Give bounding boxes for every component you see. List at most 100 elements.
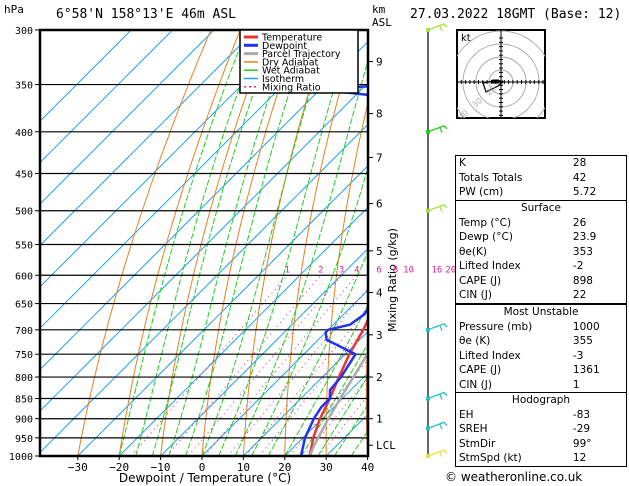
legend-label: Isotherm — [262, 74, 304, 85]
isotherm-line — [40, 30, 215, 205]
location-title: 6°58'N 158°13'E 46m ASL — [56, 7, 237, 22]
hodo-row: StmSpd (kt) 12 — [456, 451, 626, 466]
wet-adiabat-line — [151, 30, 277, 456]
wind-barb — [426, 203, 448, 213]
most-unstable-title: Most Unstable — [503, 306, 579, 318]
wind-barb-flag — [439, 451, 443, 458]
mu-row: θe (K) 355 — [456, 334, 626, 349]
pressure-tick-label: 550 — [15, 240, 33, 251]
pressure-tick-label: 1000 — [9, 452, 33, 463]
surface-row: CAPE (J) 898 — [456, 274, 626, 289]
mu-row: CAPE (J) 1361 — [456, 363, 626, 378]
indices-table: K 28 Totals Totals 42 PW (cm) 5.72 — [455, 155, 627, 201]
isotherm-line — [284, 372, 368, 456]
wind-barb-flag — [439, 394, 443, 400]
wind-barbs — [426, 23, 448, 458]
mu-row: CIN (J) 1 — [456, 378, 626, 393]
row-label: SREH — [459, 423, 488, 435]
surface-title: Surface — [520, 202, 561, 214]
dry-adiabat-line — [365, 324, 368, 456]
mu-row: Lifted Index -3 — [456, 349, 626, 364]
hodograph-trace — [482, 80, 505, 93]
wind-barb-flag — [439, 424, 443, 430]
km-unit-label: km — [372, 3, 386, 16]
legend-label: Dry Adiabat — [262, 57, 319, 68]
wind-barb — [426, 23, 448, 32]
row-value: 26 — [572, 216, 587, 229]
height-tick-label: 2 — [376, 371, 383, 384]
hodo-row: SREH -29 — [456, 422, 626, 437]
most-unstable-table: Most Unstable Pressure (mb) 1000 θe (K) 35… — [455, 304, 627, 393]
axes: 3003504004505005506006507007508008509009… — [9, 26, 399, 485]
wet-adiabat-line — [184, 30, 311, 456]
mixing-ratio-label: 16 — [431, 265, 442, 275]
row-label: CIN (J) — [459, 378, 492, 391]
legend-label: Mixing Ratio — [262, 82, 321, 93]
hodograph-ring-label: 40 — [457, 108, 471, 121]
index-label: K — [459, 157, 466, 169]
row-value: 1 — [572, 378, 580, 391]
dry-adiabat-line — [160, 30, 270, 456]
isotherm-line — [243, 330, 368, 456]
mixing-ratio-label: 2 — [318, 265, 323, 275]
isotherm-line — [40, 30, 298, 288]
wet-adiabat-line — [168, 30, 293, 456]
mixing-ratio-labels: 12346810162025 — [285, 265, 471, 275]
wind-barb-flag — [439, 325, 443, 332]
x-axis-label: Dewpoint / Temperature (°C) — [119, 471, 291, 485]
temperature-tick-label: −20 — [109, 461, 129, 474]
hodograph-storm-marker — [492, 79, 499, 84]
row-label: Temp (°C) — [459, 216, 512, 229]
isotherm-line — [40, 30, 256, 247]
wet-adiabat-line — [284, 303, 368, 456]
row-label: Lifted Index — [459, 260, 521, 272]
asl-unit-label: ASL — [372, 16, 392, 29]
legend-label: Wet Adiabat — [262, 66, 320, 77]
wind-barb-flag — [439, 25, 443, 32]
mixing-ratio-line — [188, 274, 342, 456]
wind-barb-shaft — [427, 125, 448, 133]
wind-barb-shaft — [427, 203, 448, 212]
index-label: Totals Totals — [459, 171, 523, 184]
row-value: 353 — [572, 245, 593, 258]
wind-barb — [426, 323, 448, 332]
pressure-lines — [40, 29, 368, 457]
mixing-ratio-label: 8 — [393, 265, 398, 275]
wind-barb-shaft — [427, 23, 448, 31]
temperature-tick-label: 0 — [199, 461, 206, 474]
mixing-ratio-label: 4 — [354, 265, 359, 275]
index-row-pw: PW (cm) 5.72 — [456, 185, 626, 200]
legend-label: Temperature — [261, 33, 322, 44]
wet-adiabat-line — [300, 342, 368, 456]
row-value: 22 — [572, 289, 587, 301]
height-tick-label: 3 — [376, 329, 383, 342]
pressure-unit-label: hPa — [4, 3, 24, 16]
mixing-ratio-label: 20 — [445, 265, 456, 275]
dry-adiabat-line — [201, 30, 300, 456]
copyright-footer[interactable]: © weatheronline.co.uk — [445, 470, 583, 484]
wind-barb — [426, 125, 448, 134]
surface-row: CIN (J) 22 — [456, 288, 626, 303]
mixing-ratio-label: 10 — [403, 265, 414, 275]
index-value: 42 — [572, 171, 587, 184]
height-tick-label: 1 — [376, 413, 383, 426]
hodograph-title: Hodograph — [511, 394, 571, 406]
hodo-row: StmDir 99° — [456, 437, 626, 452]
wind-barb — [426, 391, 448, 401]
wind-barb-shaft — [427, 323, 448, 331]
height-tick-label: 7 — [376, 151, 383, 164]
wind-barb — [426, 421, 448, 431]
row-label: CAPE (J) — [459, 364, 502, 376]
dry-adiabat-line — [405, 30, 445, 456]
temperature-tick-label: 30 — [320, 461, 333, 474]
isotherm-line — [77, 165, 368, 456]
surface-row: θe(K) 353 — [456, 245, 626, 260]
wind-barb-shaft — [427, 391, 448, 400]
height-tick-label: 4 — [376, 287, 383, 300]
row-label: Pressure (mb) — [459, 320, 533, 333]
pressure-tick-label: 950 — [15, 434, 33, 445]
pressure-tick-label: 700 — [15, 326, 33, 337]
